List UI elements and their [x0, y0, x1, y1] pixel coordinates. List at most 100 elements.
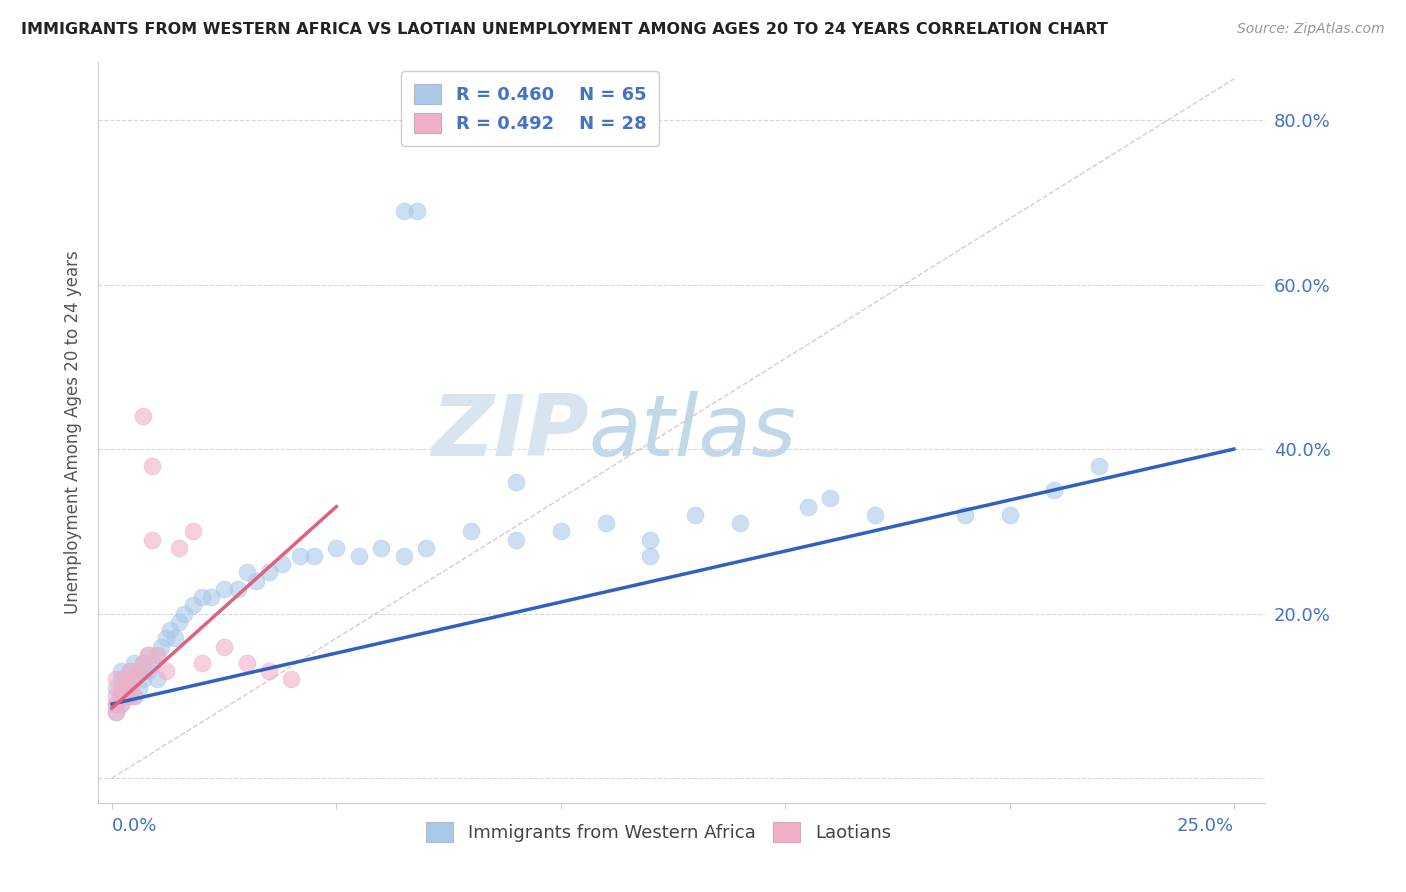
Text: ZIP: ZIP — [430, 391, 589, 475]
Point — [167, 541, 190, 555]
Point — [370, 541, 392, 555]
Point — [173, 607, 195, 621]
Point — [114, 689, 136, 703]
Point — [730, 516, 752, 530]
Point — [110, 697, 132, 711]
Point — [124, 673, 146, 687]
Point — [257, 664, 280, 678]
Point — [235, 656, 257, 670]
Point — [128, 664, 150, 678]
Point — [110, 689, 132, 703]
Point — [118, 689, 141, 703]
Point — [796, 500, 818, 514]
Point — [128, 664, 150, 678]
Point — [110, 697, 132, 711]
Point — [110, 673, 132, 687]
Point — [392, 549, 415, 563]
Point — [114, 673, 136, 687]
Point — [347, 549, 370, 563]
Point — [245, 574, 267, 588]
Point — [163, 632, 186, 646]
Point — [124, 689, 146, 703]
Point — [640, 549, 662, 563]
Point — [280, 673, 302, 687]
Point — [110, 689, 132, 703]
Point — [150, 640, 173, 654]
Legend: Immigrants from Western Africa, Laotians: Immigrants from Western Africa, Laotians — [415, 812, 901, 853]
Point — [118, 664, 141, 678]
Point — [550, 524, 572, 539]
Point — [181, 599, 204, 613]
Point — [105, 706, 128, 720]
Point — [105, 673, 128, 687]
Y-axis label: Unemployment Among Ages 20 to 24 years: Unemployment Among Ages 20 to 24 years — [65, 251, 83, 615]
Point — [290, 549, 312, 563]
Point — [105, 706, 128, 720]
Point — [132, 656, 155, 670]
Point — [118, 681, 141, 695]
Point — [235, 566, 257, 580]
Point — [818, 491, 841, 506]
Point — [212, 640, 235, 654]
Point — [132, 656, 155, 670]
Point — [190, 656, 212, 670]
Point — [146, 673, 169, 687]
Point — [132, 409, 155, 424]
Point — [863, 508, 886, 522]
Point — [124, 673, 146, 687]
Point — [257, 566, 280, 580]
Point — [595, 516, 617, 530]
Point — [392, 203, 415, 218]
Point — [1043, 483, 1066, 498]
Point — [114, 689, 136, 703]
Point — [110, 681, 132, 695]
Point — [167, 615, 190, 629]
Text: 25.0%: 25.0% — [1177, 817, 1234, 835]
Point — [953, 508, 976, 522]
Point — [226, 582, 249, 596]
Point — [505, 475, 527, 489]
Point — [146, 648, 169, 662]
Point — [1088, 458, 1111, 473]
Point — [118, 681, 141, 695]
Point — [271, 558, 294, 572]
Point — [132, 673, 155, 687]
Point — [505, 533, 527, 547]
Point — [200, 590, 222, 604]
Point — [124, 656, 146, 670]
Point — [998, 508, 1021, 522]
Point — [141, 656, 163, 670]
Point — [181, 524, 204, 539]
Point — [155, 664, 177, 678]
Point — [155, 632, 177, 646]
Point — [136, 664, 159, 678]
Point — [105, 681, 128, 695]
Point — [325, 541, 347, 555]
Point — [141, 458, 163, 473]
Point — [114, 681, 136, 695]
Point — [190, 590, 212, 604]
Point — [105, 697, 128, 711]
Point — [640, 533, 662, 547]
Point — [114, 673, 136, 687]
Point — [105, 689, 128, 703]
Point — [212, 582, 235, 596]
Point — [136, 648, 159, 662]
Text: Source: ZipAtlas.com: Source: ZipAtlas.com — [1237, 22, 1385, 37]
Point — [406, 203, 429, 218]
Point — [128, 681, 150, 695]
Point — [415, 541, 437, 555]
Point — [685, 508, 707, 522]
Point — [110, 664, 132, 678]
Point — [460, 524, 482, 539]
Point — [105, 697, 128, 711]
Point — [302, 549, 325, 563]
Point — [159, 623, 181, 637]
Text: atlas: atlas — [589, 391, 797, 475]
Point — [118, 664, 141, 678]
Point — [141, 533, 163, 547]
Point — [146, 648, 169, 662]
Point — [136, 648, 159, 662]
Text: 0.0%: 0.0% — [112, 817, 157, 835]
Point — [124, 689, 146, 703]
